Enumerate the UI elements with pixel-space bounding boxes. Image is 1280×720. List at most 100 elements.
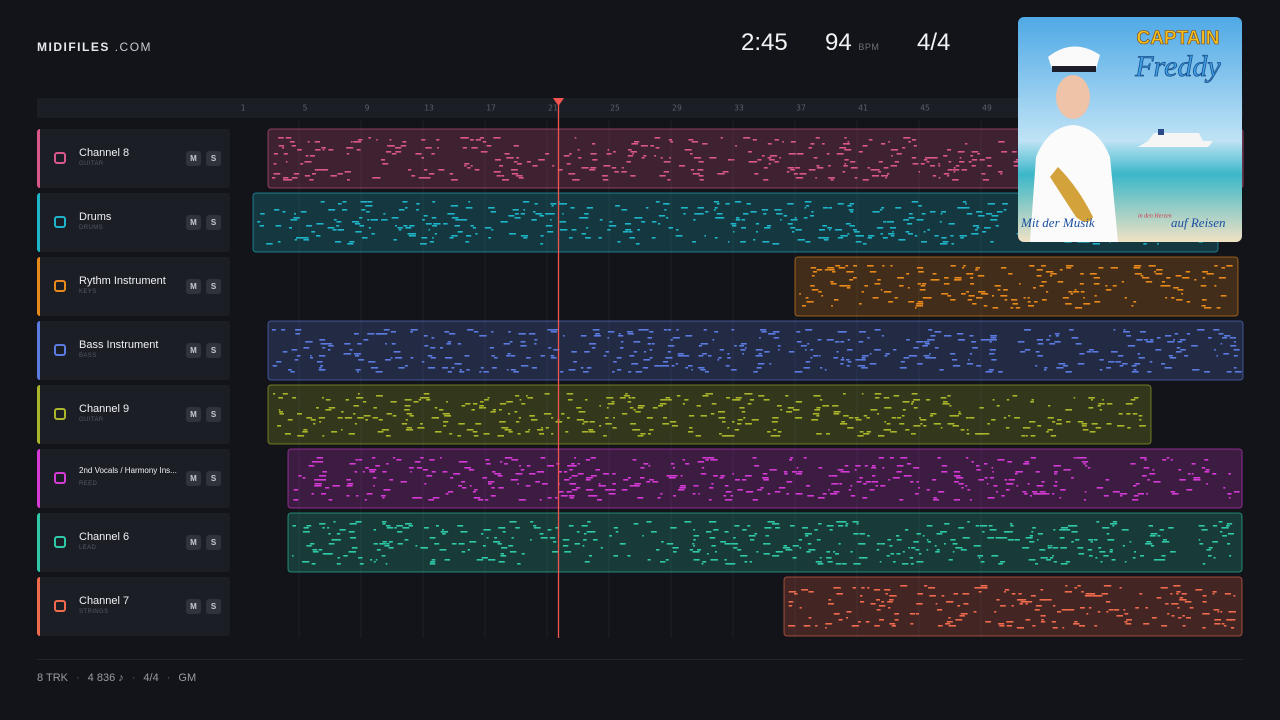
solo-button[interactable]: S [206, 343, 221, 358]
note [822, 237, 830, 239]
note [1156, 597, 1162, 599]
note [1028, 559, 1036, 561]
note [763, 167, 768, 169]
note [386, 413, 393, 415]
note [416, 209, 419, 211]
note [634, 217, 641, 219]
note [422, 469, 428, 471]
note [442, 471, 448, 473]
note [1105, 285, 1108, 287]
note [953, 593, 959, 595]
note [804, 207, 807, 209]
mute-button[interactable]: M [186, 215, 201, 230]
note [1109, 549, 1113, 551]
note [406, 413, 413, 415]
note [1132, 557, 1136, 559]
solo-button[interactable]: S [206, 279, 221, 294]
solo-button[interactable]: S [206, 215, 221, 230]
track-header[interactable]: 2nd Vocals / Harmony Ins... REED M S [37, 449, 230, 508]
solo-button[interactable]: S [206, 535, 221, 550]
note [593, 335, 601, 337]
note [727, 159, 733, 161]
mute-button[interactable]: M [186, 343, 201, 358]
note [965, 143, 968, 145]
note [1131, 305, 1134, 307]
note [598, 483, 601, 485]
note [480, 367, 484, 369]
note [545, 427, 549, 429]
note [880, 289, 883, 291]
note [1214, 623, 1221, 625]
solo-button[interactable]: S [206, 599, 221, 614]
mute-button[interactable]: M [186, 407, 201, 422]
note [985, 621, 992, 623]
note [1059, 497, 1062, 499]
note [372, 177, 379, 179]
note [952, 169, 960, 171]
note [1140, 275, 1144, 277]
note [1233, 491, 1240, 493]
note [314, 169, 319, 171]
track-header[interactable]: Channel 7 STRINGS M S [37, 577, 230, 636]
note [879, 209, 883, 211]
track-header[interactable]: Rythm Instrument KEYS M S [37, 257, 230, 316]
note [576, 407, 582, 409]
track-header[interactable]: Bass Instrument BASS M S [37, 321, 230, 380]
note [1053, 465, 1061, 467]
note [846, 271, 854, 273]
note [717, 359, 720, 361]
mute-button[interactable]: M [186, 535, 201, 550]
note [1032, 491, 1038, 493]
note [742, 529, 747, 531]
track-header[interactable]: Channel 9 GUITAR M S [37, 385, 230, 444]
note [996, 405, 1000, 407]
note [795, 177, 804, 179]
note [613, 417, 615, 419]
note [977, 433, 984, 435]
note [1001, 495, 1005, 497]
note [799, 293, 801, 295]
note [1035, 563, 1038, 565]
note [434, 233, 437, 235]
note [634, 483, 641, 485]
note [1161, 555, 1166, 557]
track-header[interactable]: Channel 8 GUITAR M S [37, 129, 230, 188]
note [712, 339, 715, 341]
solo-button[interactable]: S [206, 471, 221, 486]
note [1045, 291, 1049, 293]
note [649, 349, 653, 351]
note [908, 547, 910, 549]
note [481, 557, 488, 559]
note [1119, 365, 1124, 367]
note [568, 173, 576, 175]
note [697, 169, 704, 171]
note [805, 329, 813, 331]
note [664, 203, 670, 205]
mute-button[interactable]: M [186, 599, 201, 614]
note [769, 155, 778, 157]
note [892, 561, 896, 563]
mute-button[interactable]: M [186, 151, 201, 166]
mute-button[interactable]: M [186, 279, 201, 294]
note [1065, 303, 1072, 305]
note [700, 415, 708, 417]
note [558, 491, 564, 493]
note [328, 345, 334, 347]
note [850, 551, 853, 553]
mute-button[interactable]: M [186, 471, 201, 486]
solo-button[interactable]: S [206, 407, 221, 422]
solo-button[interactable]: S [206, 151, 221, 166]
note [836, 153, 844, 155]
note [1033, 287, 1036, 289]
track-header[interactable]: Channel 6 LEAD M S [37, 513, 230, 572]
note [1212, 591, 1217, 593]
note [1171, 297, 1175, 299]
note [470, 165, 473, 167]
note [373, 543, 378, 545]
track-header[interactable]: Drums DRUMS M S [37, 193, 230, 252]
note [847, 349, 853, 351]
note [839, 285, 842, 287]
note [665, 357, 673, 359]
note [950, 299, 956, 301]
note [294, 239, 297, 241]
